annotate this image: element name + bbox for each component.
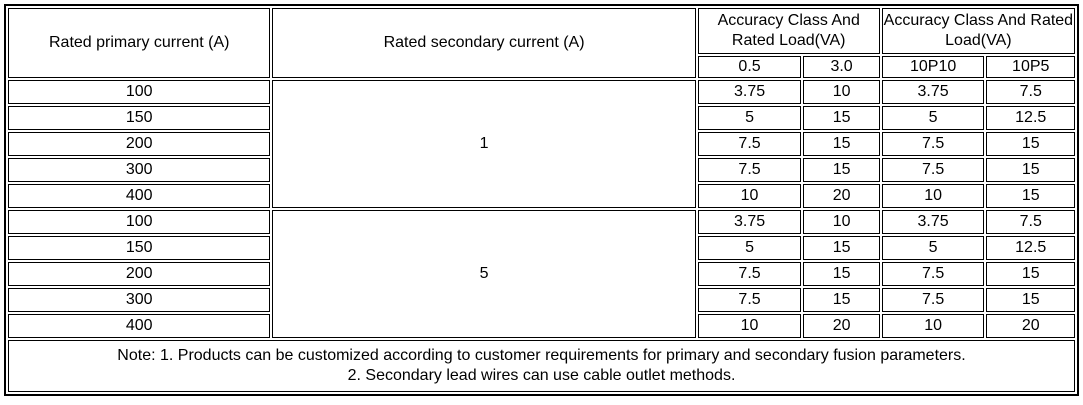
note-line-2: 2. Secondary lead wires can use cable ou… xyxy=(347,367,736,384)
secondary-current-cell-group-1: 1 xyxy=(272,80,696,208)
load-cell: 10 xyxy=(881,184,985,208)
load-cell: 10 xyxy=(697,184,802,208)
header-accuracy-group-2: Accuracy Class And Rated Load(VA) xyxy=(881,8,1075,54)
primary-current-cell: 150 xyxy=(8,236,271,260)
table-row: 400 10 20 10 20 xyxy=(8,314,1075,338)
load-cell: 10 xyxy=(803,80,880,104)
load-cell: 7.5 xyxy=(697,132,802,156)
note-row: Note: 1. Products can be customized acco… xyxy=(8,340,1075,392)
header-primary-current: Rated primary current (A) xyxy=(8,8,271,78)
primary-current-cell: 400 xyxy=(8,184,271,208)
secondary-current-cell-group-2: 5 xyxy=(272,210,696,338)
primary-current-cell: 200 xyxy=(8,132,271,156)
load-cell: 7.5 xyxy=(986,80,1075,104)
load-cell: 15 xyxy=(986,184,1075,208)
header-class-10p5: 10P5 xyxy=(986,56,1075,78)
load-cell: 15 xyxy=(986,132,1075,156)
load-cell: 15 xyxy=(803,158,880,182)
load-cell: 15 xyxy=(803,288,880,312)
load-cell: 15 xyxy=(986,262,1075,286)
load-cell: 7.5 xyxy=(881,288,985,312)
header-row-groups: Rated primary current (A) Rated secondar… xyxy=(8,8,1075,78)
primary-current-cell: 400 xyxy=(8,314,271,338)
table-row: 400 10 20 10 15 xyxy=(8,184,1075,208)
load-cell: 20 xyxy=(803,314,880,338)
note-line-1: Note: 1. Products can be customized acco… xyxy=(117,347,966,364)
load-cell: 15 xyxy=(803,236,880,260)
load-cell: 3.75 xyxy=(881,80,985,104)
header-class-0.5: 0.5 xyxy=(697,56,802,78)
load-cell: 7.5 xyxy=(697,158,802,182)
table-row: 100 5 3.75 10 3.75 7.5 xyxy=(8,210,1075,338)
load-cell: 5 xyxy=(881,106,985,130)
load-cell: 20 xyxy=(986,314,1075,338)
header-secondary-current: Rated secondary current (A) xyxy=(272,8,696,78)
table-row: 300 7.5 15 7.5 15 xyxy=(8,158,1075,182)
load-cell: 7.5 xyxy=(881,132,985,156)
table-row: 300 7.5 15 7.5 15 xyxy=(8,288,1075,312)
load-cell: 12.5 xyxy=(986,106,1075,130)
load-cell: 7.5 xyxy=(697,262,802,286)
load-cell: 3.75 xyxy=(697,210,802,234)
load-cell: 7.5 xyxy=(881,158,985,182)
primary-current-cell: 150 xyxy=(8,106,271,130)
load-cell: 15 xyxy=(986,288,1075,312)
primary-current-cell: 100 xyxy=(8,210,271,234)
load-cell: 3.75 xyxy=(881,210,985,234)
table-row: 150 5 15 5 12.5 xyxy=(8,236,1075,260)
primary-current-cell: 100 xyxy=(8,80,271,104)
load-cell: 7.5 xyxy=(986,210,1075,234)
load-cell: 5 xyxy=(881,236,985,260)
load-cell: 20 xyxy=(803,184,880,208)
table-row: 200 7.5 15 7.5 15 xyxy=(8,262,1075,286)
table-row: 200 7.5 15 7.5 15 xyxy=(8,132,1075,156)
primary-current-cell: 300 xyxy=(8,288,271,312)
note-cell: Note: 1. Products can be customized acco… xyxy=(8,340,1075,392)
table-row: 150 5 15 5 12.5 xyxy=(8,106,1075,130)
load-cell: 3.75 xyxy=(697,80,802,104)
header-accuracy-group-1: Accuracy Class And Rated Load(VA) xyxy=(697,8,880,54)
load-cell: 15 xyxy=(803,132,880,156)
load-cell: 12.5 xyxy=(986,236,1075,260)
primary-current-cell: 200 xyxy=(8,262,271,286)
load-cell: 7.5 xyxy=(881,262,985,286)
load-cell: 5 xyxy=(697,106,802,130)
load-cell: 10 xyxy=(881,314,985,338)
current-transformer-spec-table: Rated primary current (A) Rated secondar… xyxy=(4,4,1079,396)
load-cell: 5 xyxy=(697,236,802,260)
table-row: 100 1 3.75 10 3.75 7.5 xyxy=(8,80,1075,208)
primary-current-cell: 300 xyxy=(8,158,271,182)
load-cell: 10 xyxy=(697,314,802,338)
load-cell: 10 xyxy=(803,210,880,234)
header-class-10p10: 10P10 xyxy=(881,56,985,78)
load-cell: 15 xyxy=(986,158,1075,182)
header-class-3.0: 3.0 xyxy=(803,56,880,78)
load-cell: 15 xyxy=(803,262,880,286)
header-row-classes: 0.5 3.0 10P10 10P5 xyxy=(8,56,1075,78)
load-cell: 7.5 xyxy=(697,288,802,312)
load-cell: 15 xyxy=(803,106,880,130)
